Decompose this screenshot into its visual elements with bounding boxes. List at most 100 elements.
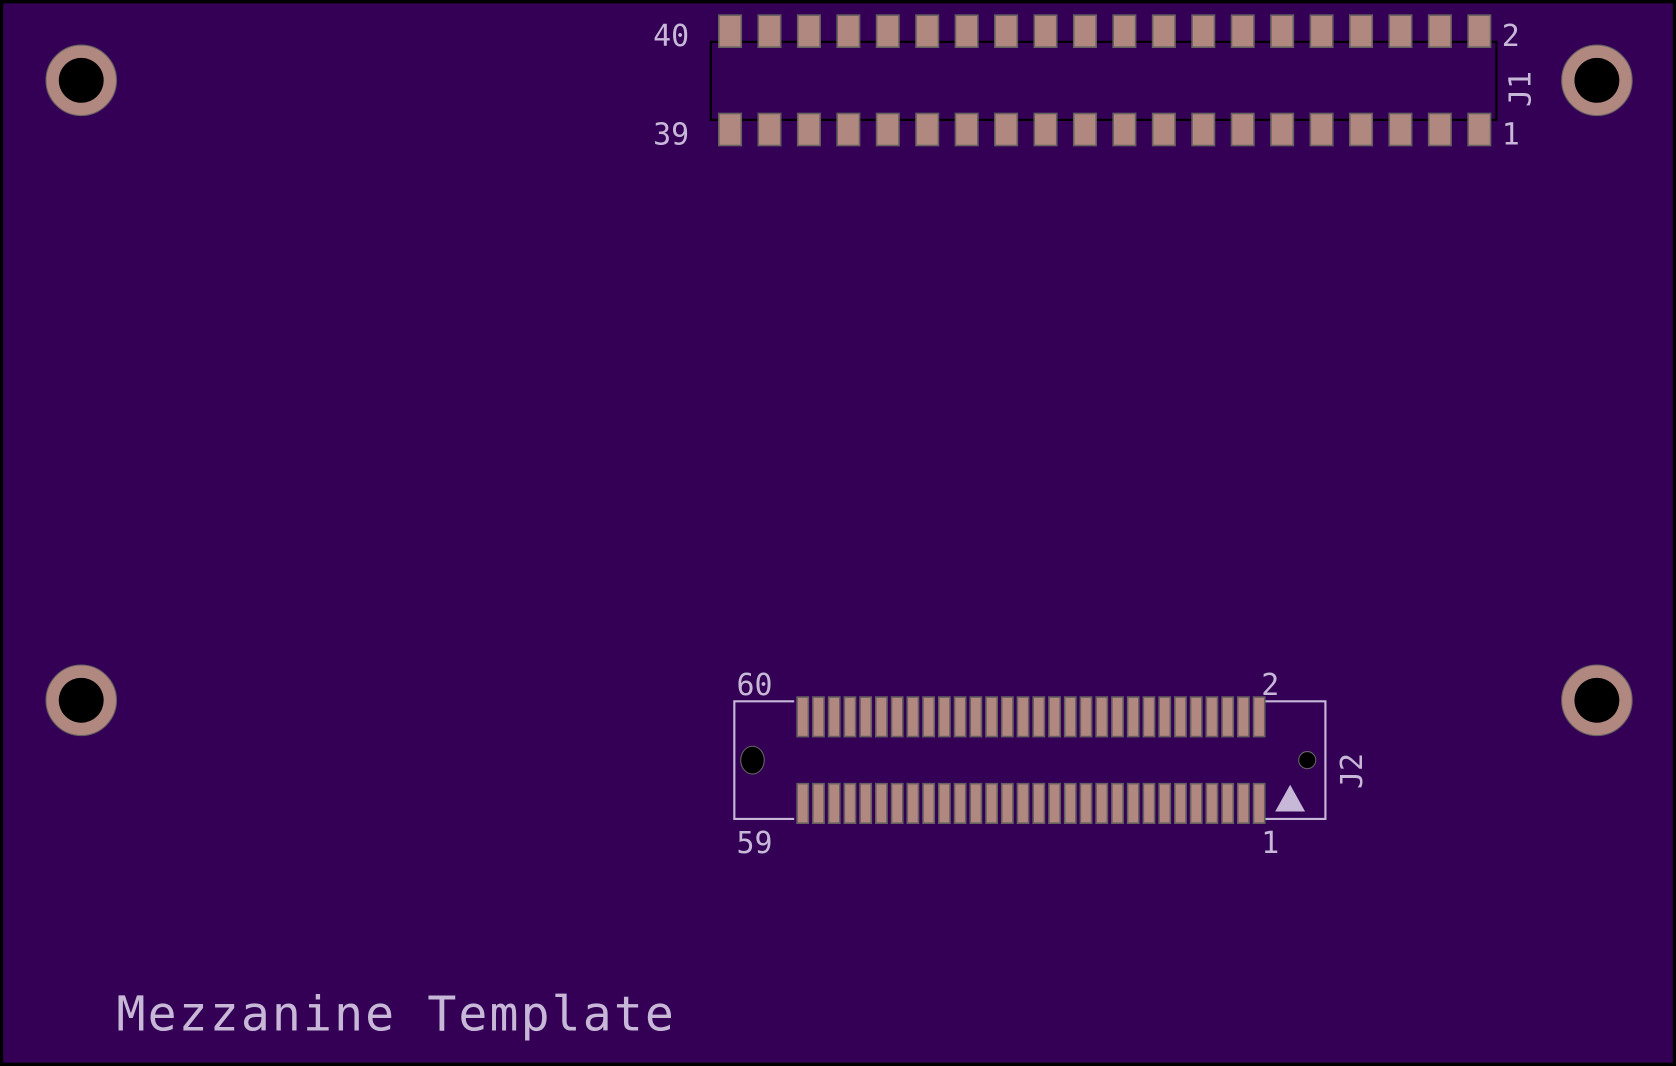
smd-pad — [1016, 782, 1030, 825]
smd-pad — [827, 696, 841, 738]
smd-pad — [836, 14, 861, 48]
smd-pad — [796, 14, 821, 48]
smd-pad — [812, 782, 825, 825]
j1-outline — [709, 40, 1498, 121]
smd-pad — [915, 14, 940, 48]
smd-pad — [985, 696, 998, 738]
smd-pad — [1388, 112, 1413, 147]
smd-pad — [1151, 14, 1176, 48]
smd-pad — [1236, 696, 1250, 738]
smd-pad — [1205, 782, 1219, 825]
board-title: Mezzanine Template — [117, 987, 677, 1043]
smd-pad — [922, 782, 936, 825]
smd-pad — [1348, 14, 1374, 48]
j1-pin-label-top-left: 40 — [653, 19, 689, 54]
smd-pad — [969, 782, 983, 825]
smd-pad — [1252, 782, 1266, 825]
smd-pad — [875, 14, 900, 48]
mounting-hole-drill — [1574, 677, 1620, 723]
pin1-marker-triangle-icon — [1275, 784, 1306, 812]
smd-pad — [994, 14, 1019, 48]
smd-pad — [757, 14, 782, 48]
smd-pad — [875, 696, 888, 738]
smd-pad — [836, 112, 861, 147]
smd-pad — [969, 696, 983, 738]
smd-pad — [1158, 696, 1172, 738]
smd-pad — [1427, 14, 1452, 48]
smd-pad — [1142, 782, 1156, 825]
smd-pad — [796, 112, 821, 147]
smd-pad — [1174, 782, 1187, 825]
smd-pad — [1174, 696, 1187, 738]
smd-pad — [1221, 782, 1235, 825]
connector-j1[interactable]: 40 39 2 1 J1 — [653, 14, 1539, 152]
smd-pad — [1112, 14, 1137, 48]
j1-pads — [718, 14, 1492, 147]
j2-pin-label-top-left: 60 — [736, 668, 772, 703]
smd-pad — [875, 112, 900, 147]
smd-pad — [1348, 112, 1374, 147]
smd-pad — [1236, 782, 1250, 825]
j2-pin-label-bottom-left: 59 — [736, 826, 772, 861]
smd-pad — [757, 112, 782, 147]
j2-reference: J2 — [1335, 753, 1370, 789]
smd-pad — [1000, 782, 1014, 825]
smd-pad — [859, 782, 873, 825]
smd-pad — [1079, 696, 1093, 738]
smd-pad — [1270, 14, 1295, 48]
j1-pin-label-top-right: 2 — [1502, 19, 1520, 54]
smd-pad — [1467, 112, 1492, 147]
smd-pad — [1270, 112, 1295, 147]
j2-outline-left — [733, 700, 795, 820]
smd-pad — [859, 696, 873, 738]
smd-pad — [1063, 696, 1077, 738]
smd-pad — [1063, 782, 1077, 825]
smd-pad — [1032, 696, 1046, 738]
j2-pin-label-top-right: 2 — [1261, 668, 1279, 703]
smd-pad — [954, 14, 979, 48]
smd-pad — [1189, 696, 1203, 738]
smd-pad — [827, 782, 841, 825]
j1-reference: J1 — [1504, 71, 1539, 107]
smd-pad — [1205, 696, 1219, 738]
j1-pin-label-bottom-left: 39 — [653, 117, 689, 152]
j2-alignment-hole-left — [740, 745, 765, 775]
j2-alignment-hole-right — [1298, 751, 1317, 770]
smd-pad — [843, 696, 857, 738]
smd-pad — [1048, 696, 1061, 738]
smd-pad — [937, 696, 951, 738]
mounting-hole-drill — [58, 57, 104, 103]
smd-pad — [1191, 112, 1216, 147]
smd-pad — [906, 696, 920, 738]
smd-pad — [1000, 696, 1014, 738]
smd-pad — [1095, 696, 1109, 738]
smd-pad — [812, 696, 825, 738]
smd-pad — [954, 112, 979, 147]
smd-pad — [796, 782, 810, 825]
mounting-hole-drill — [1574, 57, 1620, 103]
smd-pad — [1033, 112, 1058, 147]
smd-pad — [937, 782, 951, 825]
smd-pad — [796, 696, 810, 738]
j2-outline-right — [1265, 700, 1327, 820]
smd-pad — [1072, 14, 1097, 48]
smd-pad — [1048, 782, 1061, 825]
smd-pad — [718, 112, 743, 147]
smd-pad — [875, 782, 888, 825]
smd-pad — [1111, 782, 1124, 825]
smd-pad — [1126, 696, 1140, 738]
smd-pad — [1112, 112, 1137, 147]
smd-pad — [1388, 14, 1413, 48]
smd-pad — [1151, 112, 1176, 147]
smd-pad — [994, 112, 1019, 147]
smd-pad — [1221, 696, 1235, 738]
smd-pad — [1016, 696, 1030, 738]
smd-pad — [1033, 14, 1058, 48]
smd-pad — [1158, 782, 1172, 825]
smd-pad — [890, 696, 904, 738]
smd-pad — [1230, 112, 1255, 147]
smd-pad — [1191, 14, 1216, 48]
connector-j2[interactable]: 60 59 2 1 J2 — [733, 668, 1370, 861]
